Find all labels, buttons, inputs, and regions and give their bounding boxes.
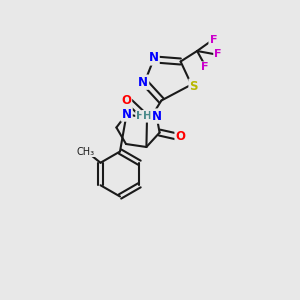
Text: H-N: H-N (136, 111, 160, 122)
Text: H: H (142, 111, 152, 121)
Text: O: O (176, 130, 186, 143)
Text: F: F (202, 62, 209, 73)
Text: N: N (138, 76, 148, 89)
Text: CH₃: CH₃ (76, 146, 94, 157)
Text: N: N (122, 107, 132, 121)
Text: S: S (190, 80, 198, 93)
Text: O: O (121, 94, 131, 107)
Text: N: N (148, 51, 159, 64)
Text: F: F (214, 49, 222, 59)
Text: N: N (152, 110, 162, 123)
Text: F: F (210, 34, 217, 45)
